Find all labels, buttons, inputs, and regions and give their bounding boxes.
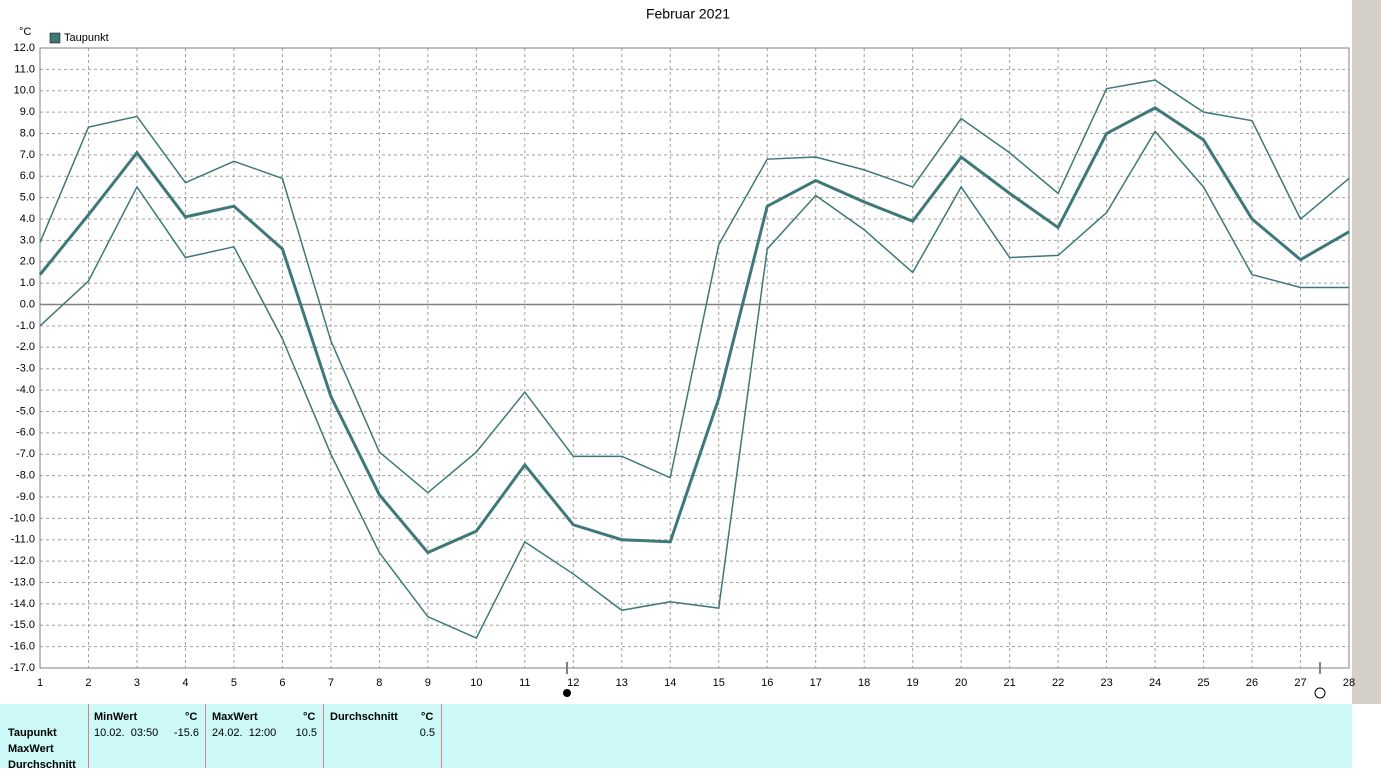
- x-tick-label: 16: [761, 677, 773, 689]
- x-tick-label: 14: [664, 677, 676, 689]
- y-tick-label: 2.0: [20, 256, 35, 268]
- x-tick-label: 13: [616, 677, 628, 689]
- line: [39, 130, 1349, 640]
- y-tick-label: -10.0: [10, 512, 35, 524]
- separator: [441, 704, 442, 768]
- y-tick-label: -6.0: [16, 427, 35, 439]
- x-tick-label: 2: [85, 677, 91, 689]
- y-tick-label: -4.0: [16, 384, 35, 396]
- separator: [205, 704, 206, 768]
- y-tick-label: 5.0: [20, 192, 35, 204]
- legend-swatch: [49, 32, 61, 44]
- x-tick-label: 4: [182, 677, 188, 689]
- cell-time: 24.02. 12:00: [212, 727, 277, 739]
- row-label: Durchschnitt: [8, 759, 76, 771]
- separator: [88, 704, 89, 768]
- y-tick-label: 3.0: [20, 234, 35, 246]
- y-tick-label: -16.0: [10, 641, 35, 653]
- x-tick-label: 5: [231, 677, 237, 689]
- x-tick-label: 6: [279, 677, 285, 689]
- y-tick-label: -2.0: [16, 341, 35, 353]
- x-tick-label: 9: [425, 677, 431, 689]
- row-label: MaxWert: [8, 743, 54, 755]
- cell-value: -15.6: [173, 727, 199, 739]
- x-tick-label: 28: [1343, 677, 1355, 689]
- line: [38, 106, 1350, 555]
- y-tick-label: 1.0: [20, 277, 35, 289]
- x-tick-label: 18: [858, 677, 870, 689]
- y-tick-label: 7.0: [20, 149, 35, 161]
- y-tick-label: -12.0: [10, 555, 35, 567]
- x-tick-label: 8: [376, 677, 382, 689]
- cell-value: 10.5: [295, 727, 317, 739]
- x-tick-label: 21: [1004, 677, 1016, 689]
- y-tick-label: 10.0: [14, 85, 35, 97]
- chart-title: Februar 2021: [646, 6, 730, 22]
- x-tick-label: 15: [713, 677, 725, 689]
- x-tick-label: 7: [328, 677, 334, 689]
- x-tick-label: 25: [1197, 677, 1209, 689]
- x-tick-label: 1: [37, 677, 43, 689]
- cell-value: 0.5: [419, 727, 435, 739]
- y-tick-label: 12.0: [14, 42, 35, 54]
- y-tick-label: 6.0: [20, 170, 35, 182]
- x-tick-label: 24: [1149, 677, 1161, 689]
- y-tick-label: 9.0: [20, 106, 35, 118]
- chart: Februar 2021 °C 12.011.010.09.08.07.06.0…: [10, 0, 1381, 704]
- y-tick-label: 8.0: [20, 127, 35, 139]
- x-tick-label: 12: [567, 677, 579, 689]
- x-tick-label: 17: [810, 677, 822, 689]
- row-label: Taupunkt: [8, 727, 57, 739]
- y-tick-label: 4.0: [20, 213, 35, 225]
- y-tick-label: -14.0: [10, 598, 35, 610]
- x-tick-label: 26: [1246, 677, 1258, 689]
- summary-table: MinWert °C MaxWert °C Durchschnitt °C Ta…: [0, 704, 1352, 771]
- x-tick-label: 20: [955, 677, 967, 689]
- x-tick-label: 27: [1294, 677, 1306, 689]
- x-tick-label: 10: [470, 677, 482, 689]
- y-tick-label: -1.0: [16, 320, 35, 332]
- cell-time: 10.02. 03:50: [94, 727, 159, 739]
- x-tick-label: 3: [134, 677, 140, 689]
- plot-frame: [39, 47, 1350, 669]
- y-tick-label: -15.0: [10, 619, 35, 631]
- x-tick-label: 19: [907, 677, 919, 689]
- line: [39, 79, 1350, 494]
- y-tick-label: -5.0: [16, 405, 35, 417]
- y-tick-label: -7.0: [16, 448, 35, 460]
- x-tick-label: 22: [1052, 677, 1064, 689]
- y-tick-label: -8.0: [16, 469, 35, 481]
- col-header: Durchschnitt: [330, 711, 398, 723]
- y-tick-label: -17.0: [10, 662, 35, 674]
- side-strip: [1352, 0, 1381, 704]
- col-unit: °C: [303, 711, 316, 723]
- y-tick-label: 11.0: [14, 63, 35, 75]
- y-tick-label: -9.0: [16, 491, 35, 503]
- y-tick-label: -11.0: [11, 534, 35, 546]
- col-unit: °C: [421, 711, 434, 723]
- y-tick-label: -13.0: [10, 576, 35, 588]
- y-tick-label: -3.0: [16, 363, 35, 375]
- moon-icon: [1314, 687, 1326, 699]
- col-header: MinWert: [94, 711, 138, 723]
- col-header: MaxWert: [212, 711, 258, 723]
- moon-icon: [563, 689, 571, 697]
- col-unit: °C: [185, 711, 198, 723]
- y-tick-label: 0.0: [20, 298, 35, 310]
- legend-label: Taupunkt: [64, 32, 109, 44]
- separator: [323, 704, 324, 768]
- x-tick-label: 23: [1100, 677, 1112, 689]
- x-tick-label: 11: [519, 677, 530, 689]
- y-unit: °C: [19, 26, 31, 38]
